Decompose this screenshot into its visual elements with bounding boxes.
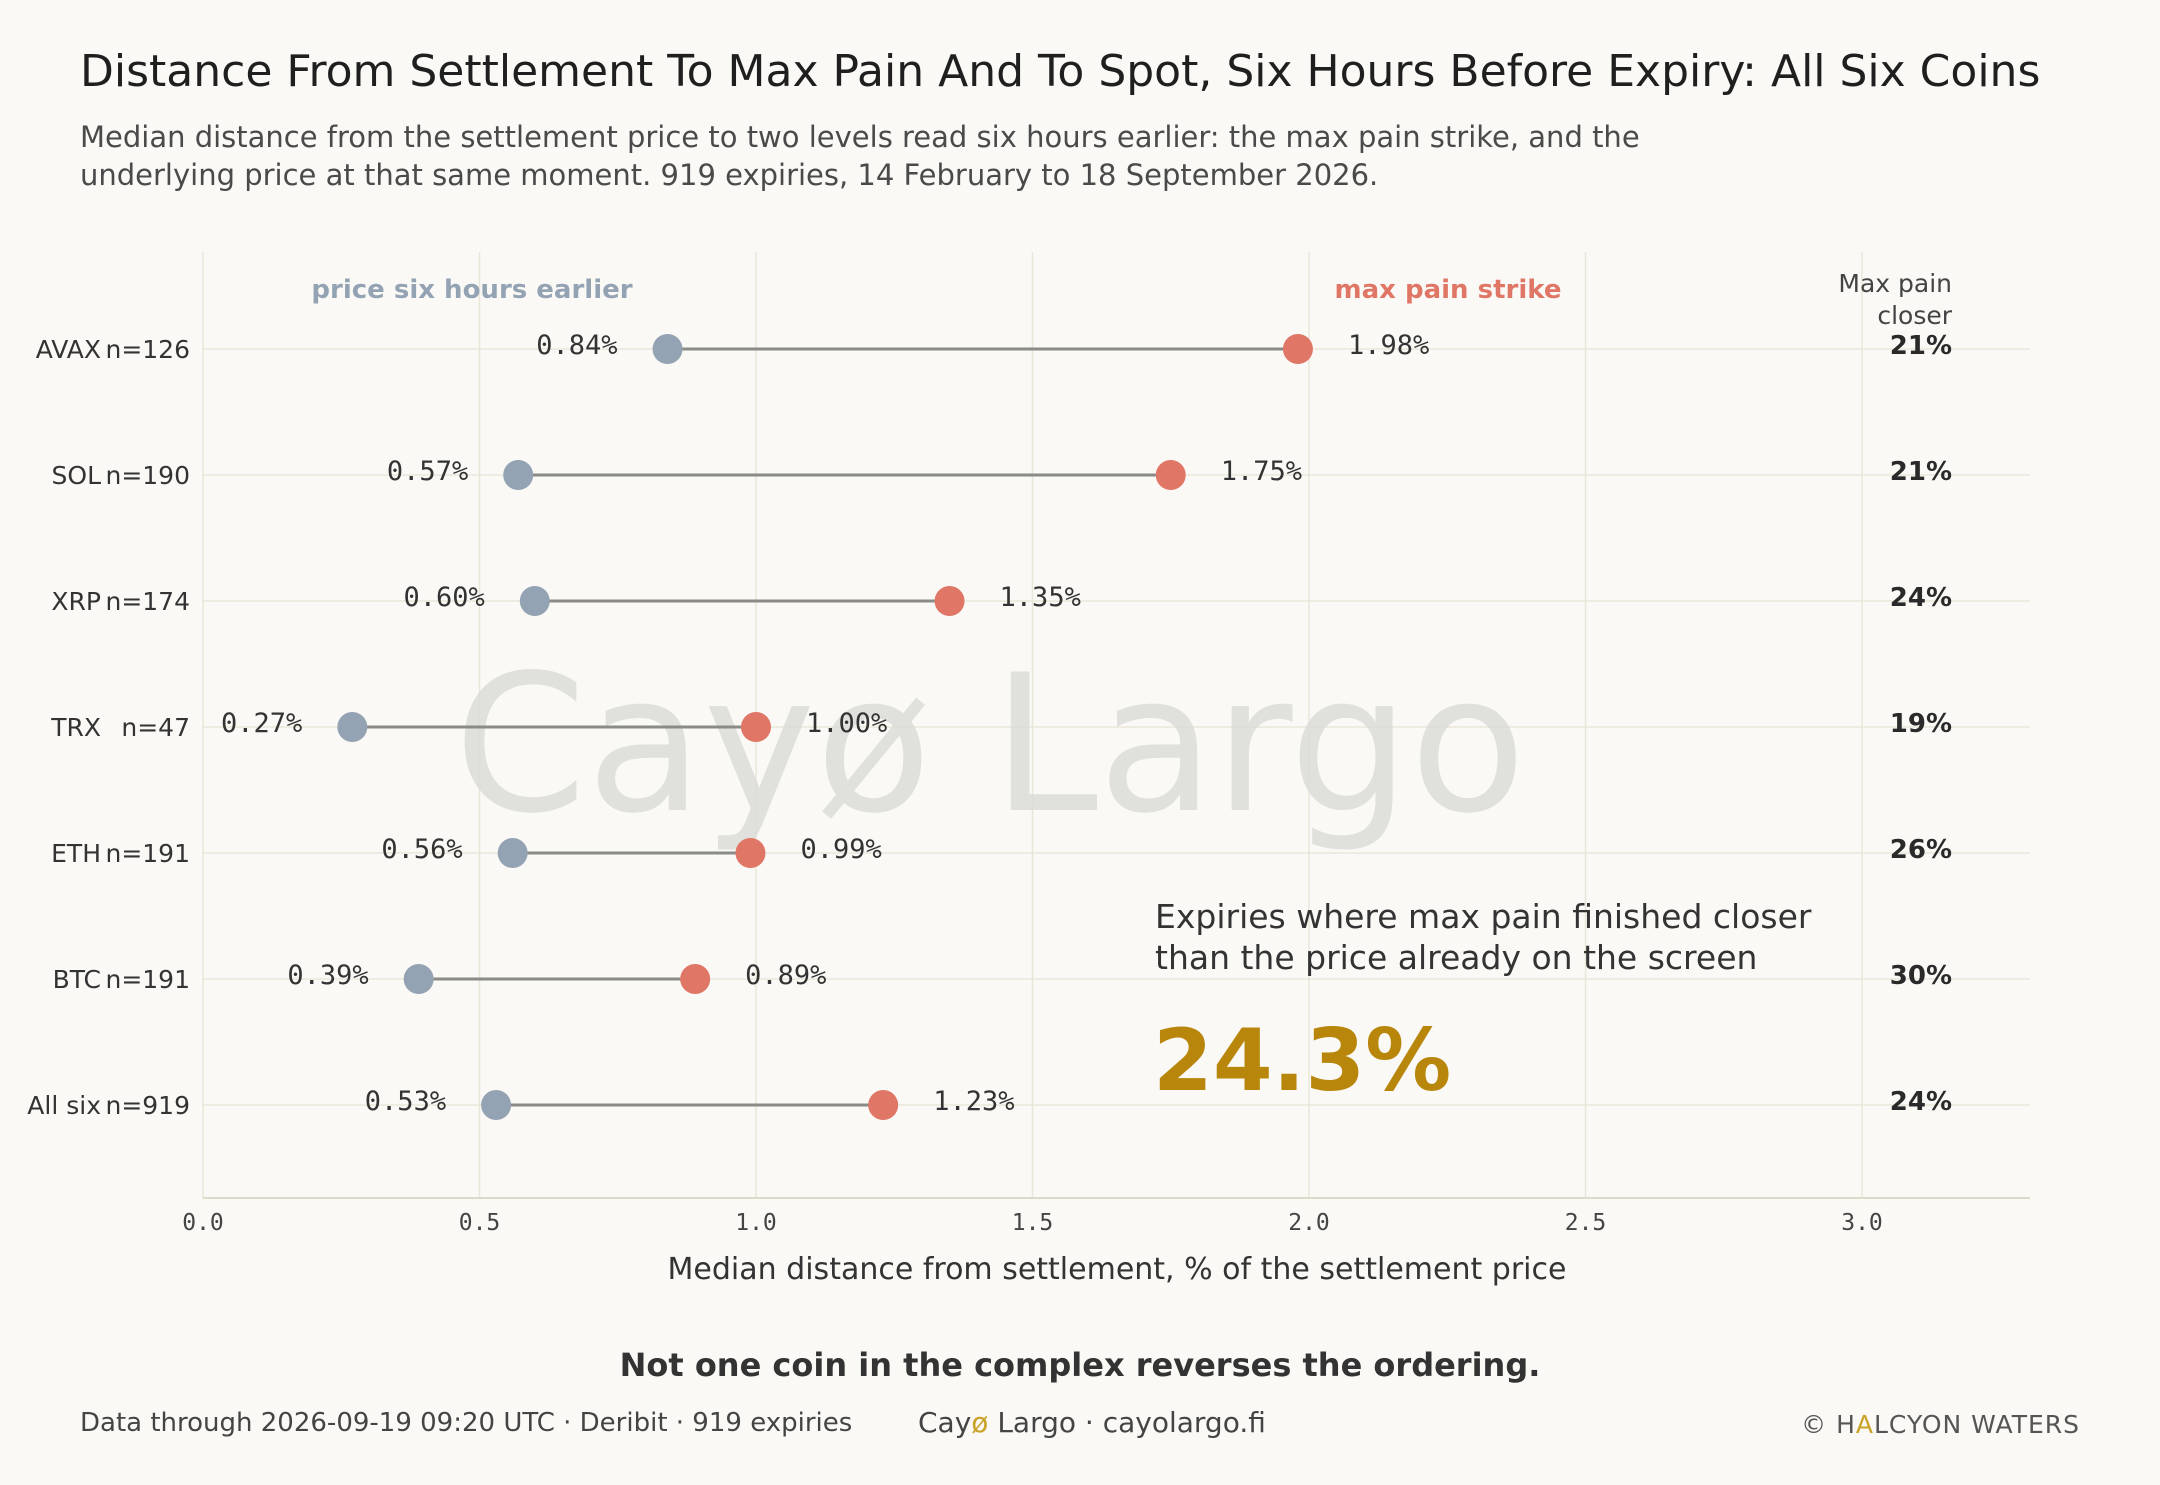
closer-share-value: 19% (1890, 709, 1952, 739)
callout-text-line1: Expiries where max pain finished closer (1155, 897, 1812, 936)
row-coin-label: AVAX (36, 335, 101, 364)
row-n-label: n=126 (105, 335, 190, 364)
row-coin-label: BTC (53, 965, 101, 994)
maxpain-point (735, 838, 766, 868)
row-coin-label: XRP (51, 587, 101, 616)
row-n-label: n=174 (105, 587, 190, 616)
copyright-start: © H (1801, 1410, 1856, 1439)
spot-point (403, 964, 434, 994)
copyright-accent: A (1855, 1410, 1874, 1439)
closer-share-value: 26% (1890, 835, 1952, 865)
x-tick-label: 3.0 (1841, 1210, 1883, 1236)
legend-maxpain-label: max pain strike (1335, 275, 1562, 305)
brand-text-start: Cay (918, 1406, 972, 1439)
copyright-end: LCYON WATERS (1874, 1410, 2080, 1439)
maxpain-value-label: 1.00% (806, 708, 887, 739)
chart-title: Distance From Settlement To Max Pain And… (80, 46, 2041, 97)
watermark: Cayø Largo (454, 634, 1526, 855)
x-tick-label: 0.0 (182, 1210, 224, 1236)
spot-value-label: 0.39% (287, 960, 368, 991)
spot-point (497, 838, 528, 868)
maxpain-value-label: 1.75% (1221, 456, 1302, 487)
row-coin-label: SOL (52, 461, 102, 490)
row-coin-label: TRX (50, 713, 101, 742)
maxpain-value-label: 0.99% (800, 834, 881, 865)
row-n-label: n=191 (105, 965, 190, 994)
closer-share-value: 24% (1890, 1087, 1952, 1117)
x-tick-label: 0.5 (459, 1210, 501, 1236)
chart-subtitle: Median distance from the settlement pric… (80, 120, 1640, 192)
maxpain-point (934, 586, 965, 616)
spot-point (503, 460, 534, 490)
spot-point (519, 586, 550, 616)
spot-point (337, 712, 368, 742)
row-n-label: n=919 (105, 1091, 190, 1120)
brand-text-end: Largo · cayolargo.fi (988, 1406, 1266, 1439)
spot-value-label: 0.53% (365, 1086, 446, 1117)
row-n-label: n=191 (105, 839, 190, 868)
maxpain-value-label: 1.23% (933, 1086, 1014, 1117)
brand-o-glyph: ø (971, 1406, 989, 1439)
x-tick-label: 1.5 (1012, 1210, 1054, 1236)
maxpain-point (680, 964, 711, 994)
right-column-header-line2: closer (1877, 301, 1952, 330)
right-column-header-line1: Max pain (1838, 269, 1952, 298)
maxpain-value-label: 1.35% (1000, 582, 1081, 613)
x-axis-label: Median distance from settlement, % of th… (668, 1252, 1567, 1287)
row-coin-label: ETH (51, 839, 101, 868)
spot-value-label: 0.57% (387, 456, 468, 487)
callout-big-value: 24.3% (1153, 1011, 1451, 1111)
spot-point (481, 1090, 512, 1120)
callout-text-line2: than the price already on the screen (1155, 938, 1757, 977)
spot-value-label: 0.56% (381, 834, 462, 865)
spot-value-label: 0.60% (404, 582, 485, 613)
x-tick-label: 1.0 (735, 1210, 777, 1236)
x-tick-label: 2.5 (1565, 1210, 1607, 1236)
maxpain-point (1282, 334, 1313, 364)
spot-value-label: 0.84% (536, 330, 617, 361)
closer-share-value: 30% (1890, 961, 1952, 991)
maxpain-point (1155, 460, 1186, 490)
maxpain-value-label: 0.89% (745, 960, 826, 991)
copyright: © HALCYON WATERS (1801, 1410, 2080, 1439)
row-n-label: n=190 (105, 461, 190, 490)
closer-share-value: 21% (1890, 331, 1952, 361)
footer-note: Not one coin in the complex reverses the… (619, 1346, 1541, 1384)
maxpain-point (741, 712, 771, 742)
dumbbell-chart: Cayø Largo 0.0 0.5 1.0 1.5 2.0 2.5 3.0 Median di… (27, 252, 2030, 1287)
row-coin-label: All six (27, 1091, 101, 1120)
x-tick-label: 2.0 (1288, 1210, 1330, 1236)
maxpain-value-label: 1.98% (1348, 330, 1429, 361)
footer-source: Data through 2026-09-19 09:20 UTC · Deri… (80, 1408, 853, 1438)
legend-spot-label: price six hours earlier (311, 275, 632, 305)
row-n-label: n=47 (121, 713, 190, 742)
maxpain-point (868, 1090, 899, 1120)
closer-share-value: 24% (1890, 583, 1952, 613)
spot-value-label: 0.27% (221, 708, 302, 739)
closer-share-value: 21% (1890, 457, 1952, 487)
spot-point (652, 334, 683, 364)
footer-brand[interactable]: Cayø Largo · cayolargo.fi (918, 1406, 1266, 1439)
